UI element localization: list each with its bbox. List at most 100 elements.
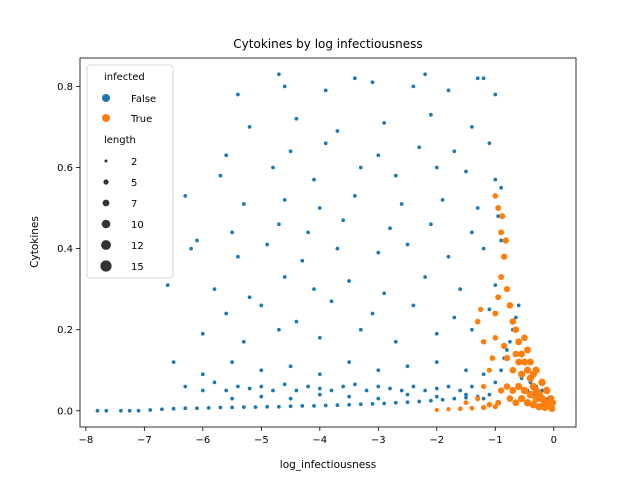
x-tick-label: −7 bbox=[137, 435, 152, 446]
data-point-false bbox=[230, 396, 234, 401]
data-point-true bbox=[463, 400, 469, 406]
data-point-true bbox=[529, 400, 538, 409]
data-point-false bbox=[127, 408, 132, 413]
data-point-false bbox=[282, 382, 287, 387]
data-point-true bbox=[515, 382, 523, 391]
data-point-false bbox=[513, 315, 518, 320]
data-point-true bbox=[509, 318, 517, 325]
data-point-true bbox=[518, 350, 526, 358]
data-point-true bbox=[486, 367, 493, 373]
data-point-false bbox=[376, 153, 381, 158]
data-point-false bbox=[236, 92, 240, 97]
data-point-true bbox=[495, 294, 502, 301]
data-point-false bbox=[388, 386, 392, 391]
y-axis-label: Cytokines bbox=[29, 216, 41, 268]
data-point-false bbox=[370, 402, 375, 406]
data-point-false bbox=[370, 80, 375, 85]
data-point-false bbox=[282, 84, 287, 89]
data-point-true bbox=[502, 237, 509, 244]
data-point-false bbox=[493, 380, 498, 385]
data-point-false bbox=[312, 404, 316, 408]
data-point-false bbox=[499, 238, 503, 243]
legend-true-label: True bbox=[130, 114, 152, 125]
data-point-true bbox=[541, 403, 549, 412]
data-point-false bbox=[230, 360, 234, 364]
data-point-false bbox=[317, 206, 322, 210]
y-tick-label: 0.6 bbox=[57, 163, 73, 174]
data-point-false bbox=[335, 403, 340, 407]
data-point-false bbox=[195, 406, 199, 411]
data-point-false bbox=[481, 76, 486, 81]
data-point-false bbox=[171, 406, 176, 411]
data-point-true bbox=[526, 390, 535, 399]
data-point-false bbox=[347, 394, 351, 399]
data-point-false bbox=[236, 384, 240, 389]
data-point-true bbox=[512, 326, 520, 334]
data-point-true bbox=[503, 285, 511, 293]
data-point-true bbox=[492, 193, 499, 199]
data-point-false bbox=[241, 202, 246, 206]
y-tick-label: 0.0 bbox=[57, 406, 73, 417]
x-tick-label: −1 bbox=[488, 435, 503, 446]
data-point-false bbox=[241, 339, 246, 344]
data-point-false bbox=[300, 258, 305, 263]
data-point-false bbox=[104, 408, 109, 413]
x-tick-label: −2 bbox=[429, 435, 444, 446]
data-point-false bbox=[516, 303, 521, 308]
data-point-false bbox=[212, 380, 217, 385]
data-point-false bbox=[224, 388, 229, 393]
data-point-true bbox=[480, 404, 487, 411]
data-point-true bbox=[499, 213, 506, 220]
legend-size-title: length bbox=[104, 135, 136, 146]
y-tick-label: 0.4 bbox=[57, 244, 73, 255]
x-tick-label: 0 bbox=[551, 435, 557, 446]
data-point-false bbox=[411, 384, 416, 389]
data-point-true bbox=[524, 346, 531, 354]
data-point-false bbox=[335, 246, 340, 251]
data-point-false bbox=[353, 382, 357, 387]
data-point-false bbox=[499, 185, 503, 190]
data-point-false bbox=[277, 327, 281, 332]
data-point-false bbox=[317, 372, 322, 377]
data-point-false bbox=[358, 402, 363, 407]
data-point-false bbox=[358, 327, 363, 332]
legend-size-10-marker bbox=[101, 219, 111, 229]
data-point-false bbox=[288, 149, 293, 154]
data-point-false bbox=[470, 384, 474, 389]
data-point-false bbox=[388, 226, 392, 231]
data-point-false bbox=[253, 405, 258, 409]
data-point-false bbox=[405, 242, 410, 247]
data-point-true bbox=[521, 334, 528, 342]
data-point-false bbox=[294, 319, 299, 324]
data-point-false bbox=[277, 72, 281, 77]
data-point-true bbox=[495, 205, 502, 211]
data-point-false bbox=[458, 388, 463, 393]
data-point-false bbox=[259, 303, 264, 308]
x-axis: −8 −7 −6 −5 −4 −3 −2 −1 0 bbox=[78, 427, 557, 446]
data-point-false bbox=[364, 388, 369, 393]
data-point-true bbox=[543, 386, 551, 395]
data-point-false bbox=[288, 404, 293, 409]
legend-false-label: False bbox=[131, 94, 156, 105]
y-tick-label: 0.8 bbox=[57, 82, 73, 93]
series-false bbox=[95, 72, 555, 413]
data-point-true bbox=[495, 399, 502, 406]
data-point-false bbox=[224, 311, 229, 316]
data-point-false bbox=[277, 222, 281, 227]
data-point-false bbox=[464, 169, 468, 174]
data-point-false bbox=[224, 153, 229, 158]
data-point-false bbox=[306, 230, 310, 235]
legend-hue-title: infected bbox=[104, 72, 145, 83]
data-point-false bbox=[493, 177, 498, 182]
y-tick-label: 0.2 bbox=[57, 325, 73, 336]
data-point-false bbox=[399, 202, 404, 206]
data-point-true bbox=[535, 402, 543, 411]
data-point-false bbox=[119, 408, 123, 413]
data-point-true bbox=[509, 366, 517, 374]
data-point-false bbox=[288, 396, 293, 401]
data-point-false bbox=[405, 400, 410, 405]
data-point-false bbox=[411, 84, 416, 89]
data-point-false bbox=[458, 287, 463, 291]
data-point-false bbox=[393, 400, 398, 405]
data-point-false bbox=[417, 145, 422, 150]
